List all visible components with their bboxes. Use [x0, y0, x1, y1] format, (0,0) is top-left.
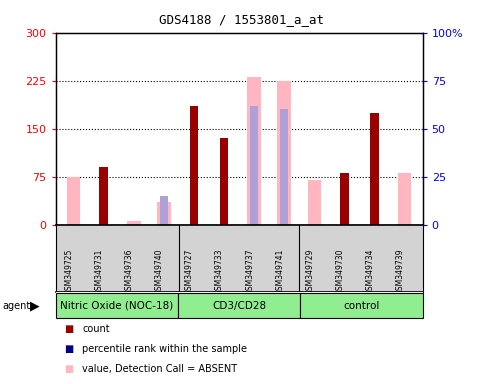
- Bar: [127, 222, 141, 225]
- Text: percentile rank within the sample: percentile rank within the sample: [82, 344, 247, 354]
- Bar: [340, 174, 349, 225]
- Bar: [281, 109, 288, 225]
- Bar: [398, 174, 412, 225]
- Bar: [157, 202, 170, 225]
- Text: control: control: [343, 301, 380, 311]
- Bar: [250, 106, 258, 225]
- Bar: [99, 167, 108, 225]
- Text: ■: ■: [64, 344, 73, 354]
- Bar: [190, 106, 198, 225]
- Text: count: count: [82, 324, 110, 334]
- Bar: [160, 196, 168, 225]
- Bar: [300, 293, 423, 318]
- Text: ▶: ▶: [30, 299, 40, 312]
- Text: CD3/CD28: CD3/CD28: [212, 301, 266, 311]
- Bar: [370, 113, 379, 225]
- Text: agent: agent: [2, 301, 30, 311]
- Bar: [56, 293, 178, 318]
- Bar: [220, 138, 228, 225]
- Text: ■: ■: [64, 324, 73, 334]
- Bar: [247, 78, 261, 225]
- Text: Nitric Oxide (NOC-18): Nitric Oxide (NOC-18): [60, 301, 173, 311]
- Text: ■: ■: [64, 364, 73, 374]
- Text: value, Detection Call = ABSENT: value, Detection Call = ABSENT: [82, 364, 237, 374]
- Bar: [67, 177, 80, 225]
- Bar: [178, 293, 300, 318]
- Text: GDS4188 / 1553801_a_at: GDS4188 / 1553801_a_at: [159, 13, 324, 26]
- Bar: [308, 180, 321, 225]
- Bar: [277, 81, 291, 225]
